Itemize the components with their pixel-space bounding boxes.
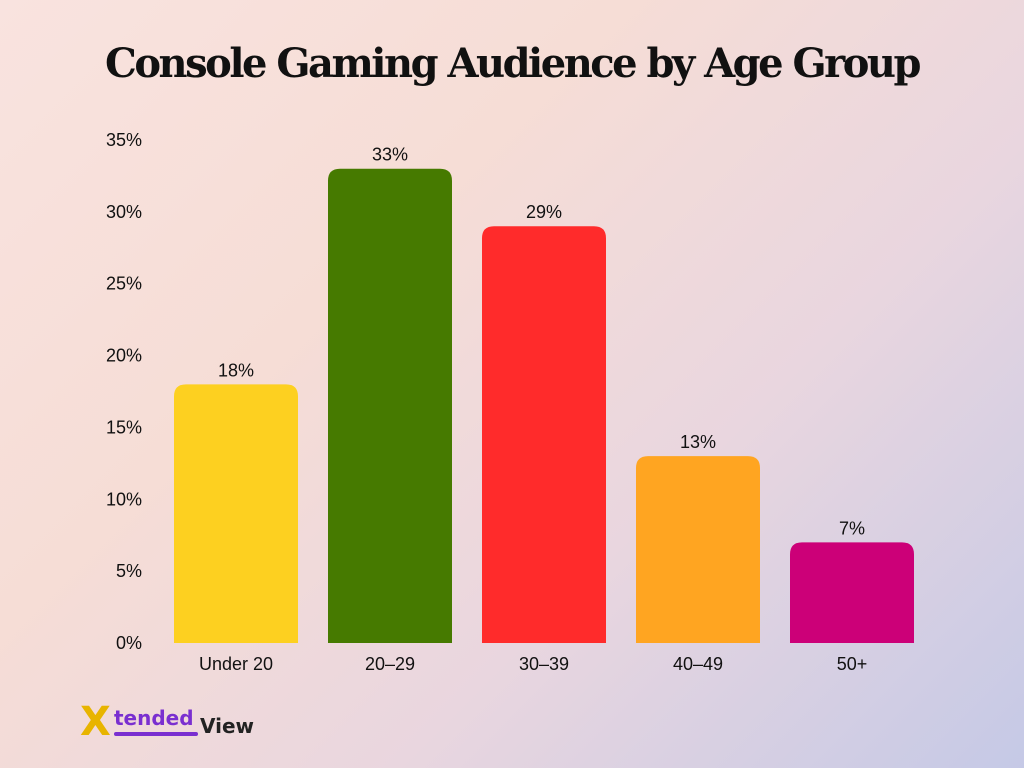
brand-logo: X tended View bbox=[80, 702, 280, 742]
x-category-label: 50+ bbox=[837, 654, 868, 674]
y-tick-label: 25% bbox=[106, 274, 142, 294]
x-axis: Under 20 20–29 30–39 40–49 50+ bbox=[199, 654, 867, 674]
y-tick-label: 5% bbox=[116, 561, 142, 581]
x-category-label: 20–29 bbox=[365, 654, 415, 674]
y-tick-label: 15% bbox=[106, 417, 142, 437]
bar bbox=[482, 226, 606, 643]
x-category-label: Under 20 bbox=[199, 654, 273, 674]
logo-word-tended: tended bbox=[114, 706, 194, 730]
bar bbox=[790, 542, 914, 643]
chart-title: Console Gaming Audience by Age Group bbox=[105, 40, 921, 87]
y-tick-label: 0% bbox=[116, 633, 142, 653]
logo-x-icon: X bbox=[80, 699, 111, 745]
y-tick-label: 20% bbox=[106, 346, 142, 366]
bar-value-label: 18% bbox=[218, 360, 254, 380]
bar-value-label: 13% bbox=[680, 432, 716, 452]
logo-word-view: View bbox=[200, 714, 255, 738]
bar-value-label: 29% bbox=[526, 202, 562, 222]
y-tick-label: 30% bbox=[106, 202, 142, 222]
bar-value-label: 7% bbox=[839, 518, 865, 538]
bar bbox=[174, 384, 298, 643]
bar-value-label: 33% bbox=[372, 145, 408, 165]
logo-underline bbox=[114, 732, 198, 736]
x-category-label: 30–39 bbox=[519, 654, 569, 674]
bar bbox=[328, 168, 452, 643]
x-category-label: 40–49 bbox=[673, 654, 723, 674]
y-tick-label: 10% bbox=[106, 489, 142, 509]
logo-mark: X bbox=[80, 699, 111, 745]
y-tick-label: 35% bbox=[106, 130, 142, 150]
bars: 18% 33% 29% 13% 7% bbox=[174, 145, 914, 643]
y-axis: 0% 5% 10% 15% 20% 25% 30% 35% bbox=[106, 130, 142, 653]
bar bbox=[636, 456, 760, 643]
